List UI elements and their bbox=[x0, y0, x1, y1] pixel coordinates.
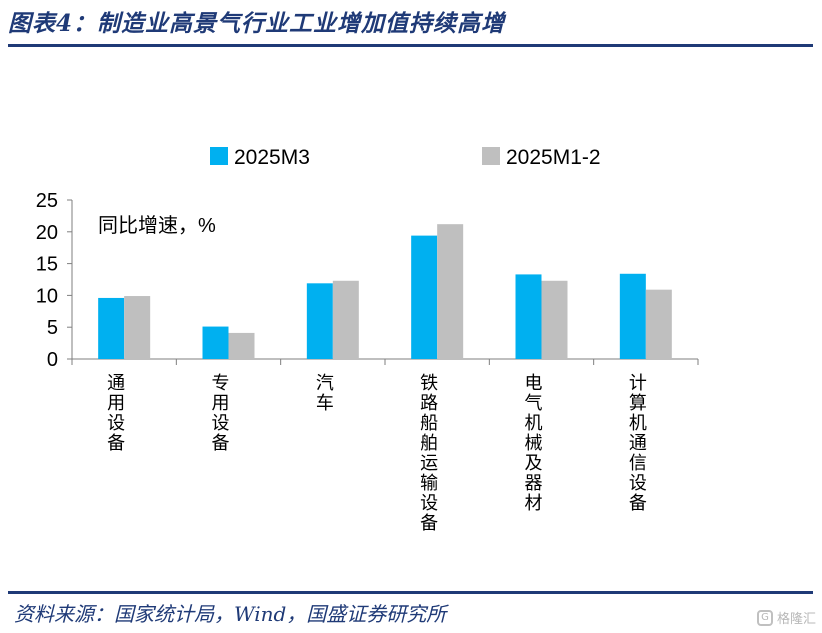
legend-swatch bbox=[210, 147, 228, 165]
bar-series-2 bbox=[437, 224, 464, 359]
watermark-logo-icon: G bbox=[756, 609, 773, 626]
y-tick-label: 20 bbox=[36, 222, 58, 244]
y-tick-label: 25 bbox=[36, 190, 58, 212]
bar-series-1 bbox=[306, 283, 333, 359]
figure-title: 图表4：制造业高景气行业工业增加值持续高增 bbox=[8, 10, 506, 37]
bar-series-2 bbox=[332, 280, 359, 359]
source-note: 资料来源：国家统计局，Wind，国盛证券研究所 bbox=[14, 602, 447, 626]
y-tick-label: 15 bbox=[36, 254, 58, 276]
legend-label: 2025M1-2 bbox=[506, 146, 601, 169]
source-divider bbox=[8, 591, 813, 594]
watermark-label: 格隆汇 bbox=[776, 612, 816, 627]
bar-chart: 0 5 10 15 20 25 通用设备 专用设备 汽车 铁路船舶运输设备 电气机械及器材 计算机通信… bbox=[36, 146, 699, 533]
x-tick-label: 铁路船舶运输设备 bbox=[420, 373, 438, 533]
x-tick-label: 汽车 bbox=[316, 373, 334, 413]
y-tick-label: 5 bbox=[47, 317, 58, 339]
bar-series-1 bbox=[411, 235, 438, 359]
bar-series-2 bbox=[228, 332, 255, 359]
y-tick-label: 0 bbox=[47, 349, 58, 371]
bar-series-1 bbox=[202, 326, 229, 359]
legend-label: 2025M3 bbox=[234, 146, 310, 169]
legend-swatch bbox=[482, 147, 500, 165]
bar-series-1 bbox=[98, 297, 125, 359]
watermark: G 格隆汇 bbox=[756, 608, 816, 627]
x-tick-label: 通用设备 bbox=[107, 373, 125, 453]
x-tick-label: 专用设备 bbox=[212, 373, 230, 453]
bar-series-1 bbox=[515, 274, 542, 359]
y-axis-label: 同比增速，% bbox=[98, 214, 216, 237]
bar-series-2 bbox=[645, 289, 672, 359]
bar-series-1 bbox=[619, 273, 646, 359]
bar-series-2 bbox=[124, 296, 151, 359]
bar-series-2 bbox=[541, 280, 568, 359]
x-tick-label: 电气机械及器材 bbox=[525, 373, 543, 513]
x-tick-label: 计算机通信设备 bbox=[629, 373, 647, 513]
title-divider bbox=[8, 44, 813, 47]
y-tick-label: 10 bbox=[36, 285, 58, 307]
